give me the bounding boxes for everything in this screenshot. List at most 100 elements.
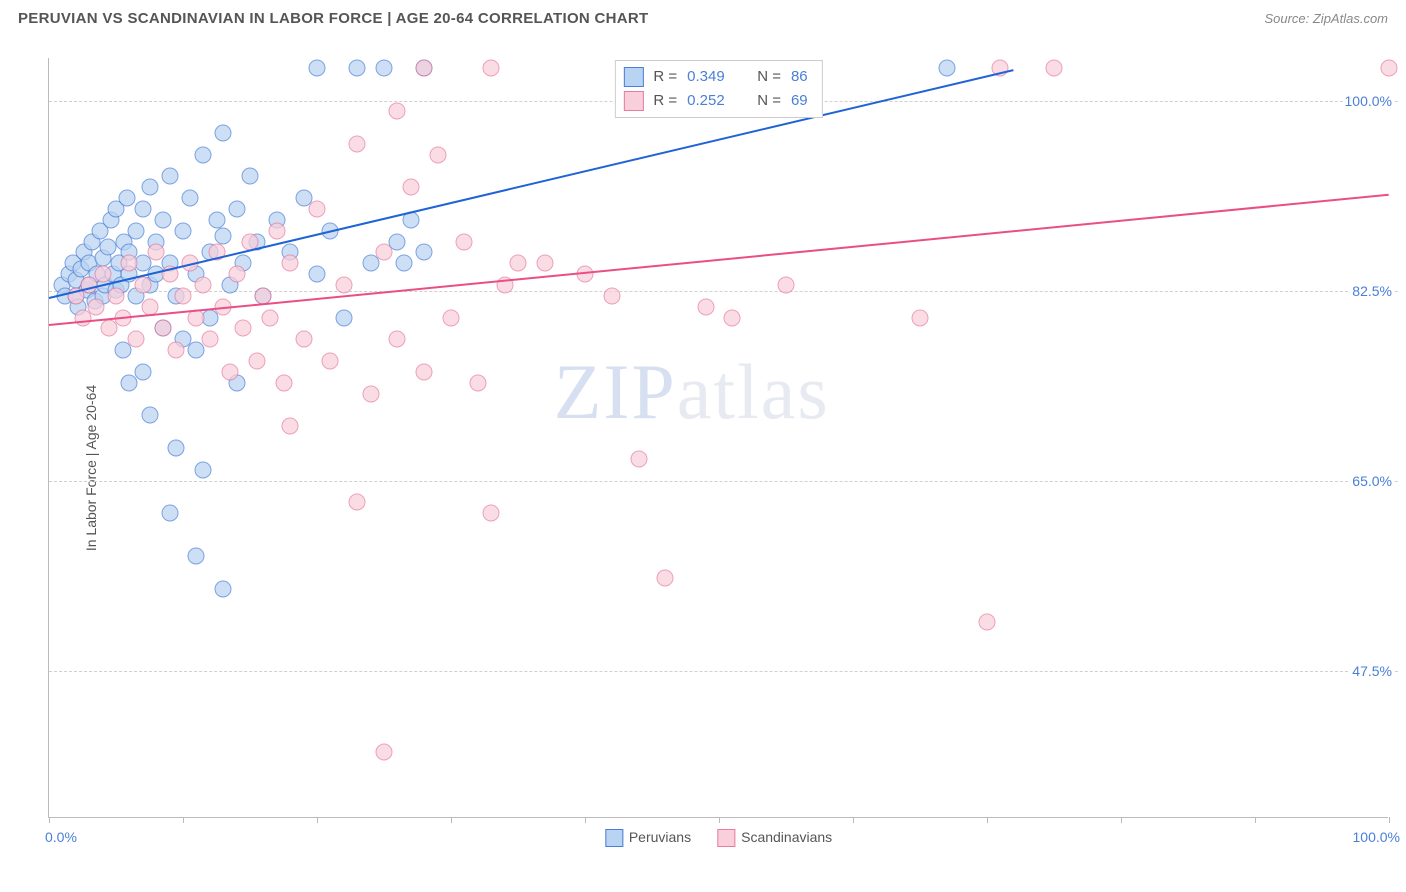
scatter-point xyxy=(724,309,741,326)
scatter-point xyxy=(248,353,265,370)
scatter-point xyxy=(282,418,299,435)
scatter-point xyxy=(195,461,212,478)
scatter-point xyxy=(118,190,135,207)
scatter-point xyxy=(979,613,996,630)
legend-item: Scandinavians xyxy=(717,829,832,847)
scatter-point xyxy=(221,363,238,380)
scatter-point xyxy=(1381,59,1398,76)
scatter-point xyxy=(141,179,158,196)
scatter-point xyxy=(483,505,500,522)
scatter-point xyxy=(416,363,433,380)
x-tick xyxy=(1255,817,1256,823)
gridline-h xyxy=(49,671,1398,672)
scatter-point xyxy=(335,277,352,294)
scatter-point xyxy=(309,59,326,76)
plot-area: ZIPatlas 100.0%82.5%65.0%47.5%0.0%100.0%… xyxy=(48,58,1388,818)
n-label: N = xyxy=(757,65,781,89)
gridline-h xyxy=(49,291,1398,292)
scatter-point xyxy=(121,255,138,272)
stats-legend: R = 0.349 N = 86R = 0.252 N = 69 xyxy=(614,60,822,118)
legend-swatch-icon xyxy=(623,67,643,87)
x-tick xyxy=(585,817,586,823)
legend-item: Peruvians xyxy=(605,829,691,847)
legend-label: Peruvians xyxy=(629,829,691,845)
scatter-point xyxy=(148,244,165,261)
stats-legend-row: R = 0.252 N = 69 xyxy=(623,89,807,113)
x-tick xyxy=(317,817,318,823)
x-tick xyxy=(853,817,854,823)
scatter-point xyxy=(309,266,326,283)
scatter-point xyxy=(389,331,406,348)
scatter-point xyxy=(134,363,151,380)
scatter-point xyxy=(134,277,151,294)
scatter-point xyxy=(376,743,393,760)
scatter-point xyxy=(228,201,245,218)
scatter-point xyxy=(175,222,192,239)
watermark-suffix: atlas xyxy=(677,348,830,435)
y-tick-label: 100.0% xyxy=(1343,93,1394,109)
scatter-point xyxy=(215,581,232,598)
scatter-point xyxy=(161,168,178,185)
scatter-point xyxy=(268,222,285,239)
scatter-point xyxy=(938,59,955,76)
scatter-point xyxy=(161,505,178,522)
scatter-point xyxy=(215,228,232,245)
scatter-point xyxy=(188,548,205,565)
n-value: 86 xyxy=(791,65,808,89)
x-label-min: 0.0% xyxy=(45,829,77,845)
scatter-point xyxy=(208,211,225,228)
x-tick xyxy=(987,817,988,823)
scatter-point xyxy=(697,298,714,315)
scatter-point xyxy=(335,309,352,326)
scatter-point xyxy=(242,168,259,185)
scatter-point xyxy=(483,59,500,76)
r-value: 0.349 xyxy=(687,65,725,89)
scatter-point xyxy=(141,407,158,424)
scatter-point xyxy=(128,331,145,348)
scatter-point xyxy=(282,255,299,272)
scatter-point xyxy=(603,287,620,304)
scatter-point xyxy=(195,146,212,163)
x-tick xyxy=(183,817,184,823)
source-attribution: Source: ZipAtlas.com xyxy=(1264,11,1388,26)
y-tick-label: 65.0% xyxy=(1350,473,1394,489)
scatter-point xyxy=(309,201,326,218)
x-tick xyxy=(451,817,452,823)
scatter-point xyxy=(295,331,312,348)
legend-swatch-icon xyxy=(717,829,735,847)
scatter-point xyxy=(168,342,185,359)
scatter-point xyxy=(195,277,212,294)
r-label: R = xyxy=(653,89,677,113)
scatter-point xyxy=(376,244,393,261)
scatter-point xyxy=(657,570,674,587)
chart-container: In Labor Force | Age 20-64 ZIPatlas 100.… xyxy=(0,44,1406,892)
scatter-point xyxy=(154,320,171,337)
r-value: 0.252 xyxy=(687,89,725,113)
x-tick xyxy=(1389,817,1390,823)
scatter-point xyxy=(134,201,151,218)
watermark: ZIPatlas xyxy=(554,347,830,437)
scatter-point xyxy=(469,374,486,391)
watermark-prefix: ZIP xyxy=(554,348,677,435)
r-label: R = xyxy=(653,65,677,89)
scatter-point xyxy=(175,287,192,304)
scatter-point xyxy=(349,494,366,511)
scatter-point xyxy=(389,103,406,120)
scatter-point xyxy=(416,244,433,261)
scatter-point xyxy=(181,190,198,207)
scatter-point xyxy=(235,320,252,337)
scatter-point xyxy=(262,309,279,326)
n-label: N = xyxy=(757,89,781,113)
scatter-point xyxy=(402,179,419,196)
scatter-point xyxy=(154,211,171,228)
scatter-point xyxy=(322,353,339,370)
chart-title: PERUVIAN VS SCANDINAVIAN IN LABOR FORCE … xyxy=(18,10,649,27)
scatter-point xyxy=(168,439,185,456)
x-label-max: 100.0% xyxy=(1353,829,1400,845)
scatter-point xyxy=(630,450,647,467)
y-tick-label: 82.5% xyxy=(1350,283,1394,299)
scatter-point xyxy=(1046,59,1063,76)
scatter-point xyxy=(429,146,446,163)
stats-legend-row: R = 0.349 N = 86 xyxy=(623,65,807,89)
scatter-point xyxy=(215,125,232,142)
